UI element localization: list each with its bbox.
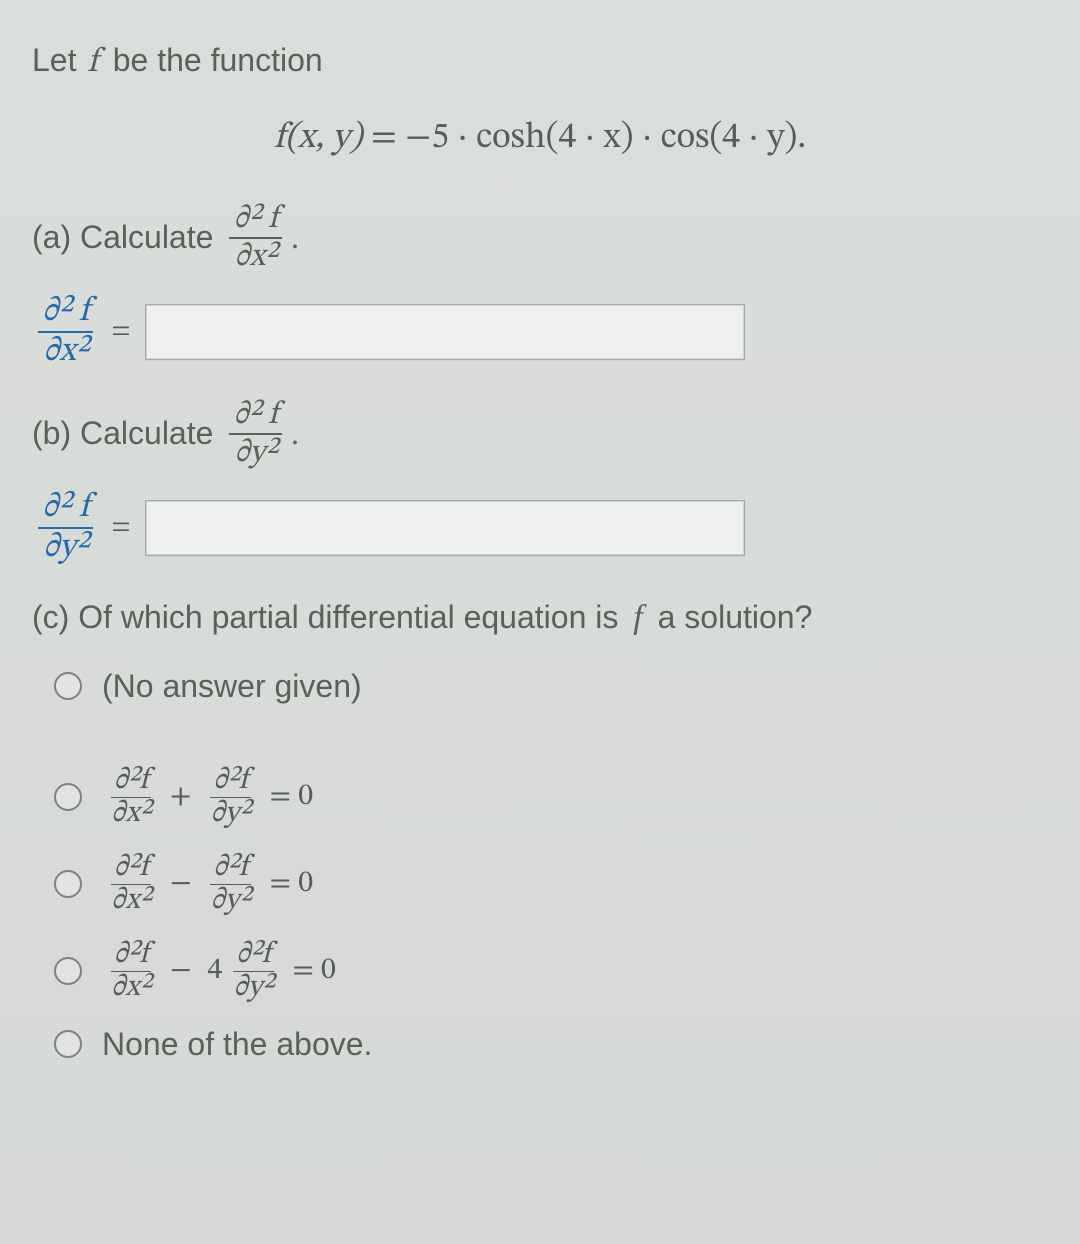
part-a-label: (a) Calculate [32,219,213,256]
o1-t2n: ∂²f [210,765,251,798]
radio-icon [54,1030,82,1058]
part-a-fraction: ∂² f ∂x² [229,201,282,275]
part-b-prompt: (b) Calculate ∂² f ∂y² . [32,397,1048,471]
radio-icon [54,783,82,811]
part-a-answer-row: ∂² f ∂x² = [32,293,1048,371]
part-b-lhs-den: ∂y² [39,529,92,567]
o1-rhs: = 0 [270,778,314,816]
part-a-punct: . [291,219,299,256]
o3-t2n: ∂²f [233,939,274,972]
part-b-input[interactable] [145,500,745,556]
intro-prefix: Let [32,42,85,78]
part-b-fraction: ∂² f ∂y² [229,397,282,471]
part-c-suffix: a solution? [649,599,813,635]
o2-rhs: = 0 [270,865,314,903]
o2-t2d: ∂y² [208,885,254,917]
o3-rhs: = 0 [292,952,336,990]
part-a-lhs-num: ∂² f [38,293,93,333]
o3-t2d: ∂y² [230,972,276,1004]
equation-rhs: −5 · cosh(4 · x) · cos(4 · y). [405,120,806,156]
part-c-symbol: f [633,599,642,636]
part-a-lhs-den: ∂x² [39,333,92,371]
part-b-punct: . [291,415,299,452]
option-no-answer-label: (No answer given) [102,668,362,705]
o2-t2n: ∂²f [210,852,251,885]
part-b-label: (b) Calculate [32,415,213,452]
option-no-answer[interactable]: (No answer given) [54,668,1048,705]
part-a-frac-num: ∂² f [229,201,282,239]
function-definition: f(x, y) = −5 · cosh(4 · x) · cos(4 · y). [32,116,1048,161]
intro-suffix: be the function [104,42,323,78]
o3-coef: 4 [208,952,223,990]
option-none[interactable]: None of the above. [54,1026,1048,1063]
option-laplace[interactable]: ∂²f∂x² + ∂²f∂y² = 0 [54,765,1048,830]
radio-icon [54,957,82,985]
part-b-answer-row: ∂² f ∂y² = [32,489,1048,567]
o2-t1d: ∂x² [108,885,154,917]
option-scaled-wave[interactable]: ∂²f∂x² − 4 ∂²f∂y² = 0 [54,939,1048,1004]
part-b-frac-den: ∂y² [230,435,281,471]
part-c-prefix: (c) Of which partial differential equati… [32,599,627,635]
part-b-lhs-fraction: ∂² f ∂y² [38,489,93,567]
o2-op: − [170,865,192,903]
radio-icon [54,870,82,898]
o2-t1n: ∂²f [111,852,152,885]
part-c-prompt: (c) Of which partial differential equati… [32,593,1048,642]
o1-op: + [170,778,192,816]
o1-t1n: ∂²f [111,765,152,798]
o1-t1d: ∂x² [108,798,154,830]
intro-symbol: f [87,46,97,80]
part-b-frac-num: ∂² f [229,397,282,435]
option-wave-math: ∂²f∂x² − ∂²f∂y² = 0 [102,852,323,917]
option-laplace-math: ∂²f∂x² + ∂²f∂y² = 0 [102,765,323,830]
part-a-answer-lhs: ∂² f ∂x² [32,293,99,371]
o3-t1d: ∂x² [108,972,154,1004]
intro-text: Let f be the function [32,38,1048,88]
equals-sign: = [111,313,130,351]
o3-op: − [170,952,192,990]
option-none-label: None of the above. [102,1026,372,1063]
option-scaled-wave-math: ∂²f∂x² − 4 ∂²f∂y² = 0 [102,939,346,1004]
option-wave[interactable]: ∂²f∂x² − ∂²f∂y² = 0 [54,852,1048,917]
part-a-frac-den: ∂x² [230,239,281,275]
radio-icon [54,672,82,700]
equation-lhs: f(x, y) [274,120,363,156]
part-c-options: (No answer given) ∂²f∂x² + ∂²f∂y² = 0 ∂²… [54,668,1048,1063]
part-b-answer-lhs: ∂² f ∂y² [32,489,99,567]
part-a-input[interactable] [145,304,745,360]
equation-eq: = [362,120,405,156]
o3-t1n: ∂²f [111,939,152,972]
o1-t2d: ∂y² [208,798,254,830]
part-a-prompt: (a) Calculate ∂² f ∂x² . [32,201,1048,275]
problem-page: Let f be the function f(x, y) = −5 · cos… [0,0,1080,1244]
part-a-lhs-fraction: ∂² f ∂x² [38,293,93,371]
part-b-lhs-num: ∂² f [38,489,93,529]
equals-sign: = [111,509,130,547]
